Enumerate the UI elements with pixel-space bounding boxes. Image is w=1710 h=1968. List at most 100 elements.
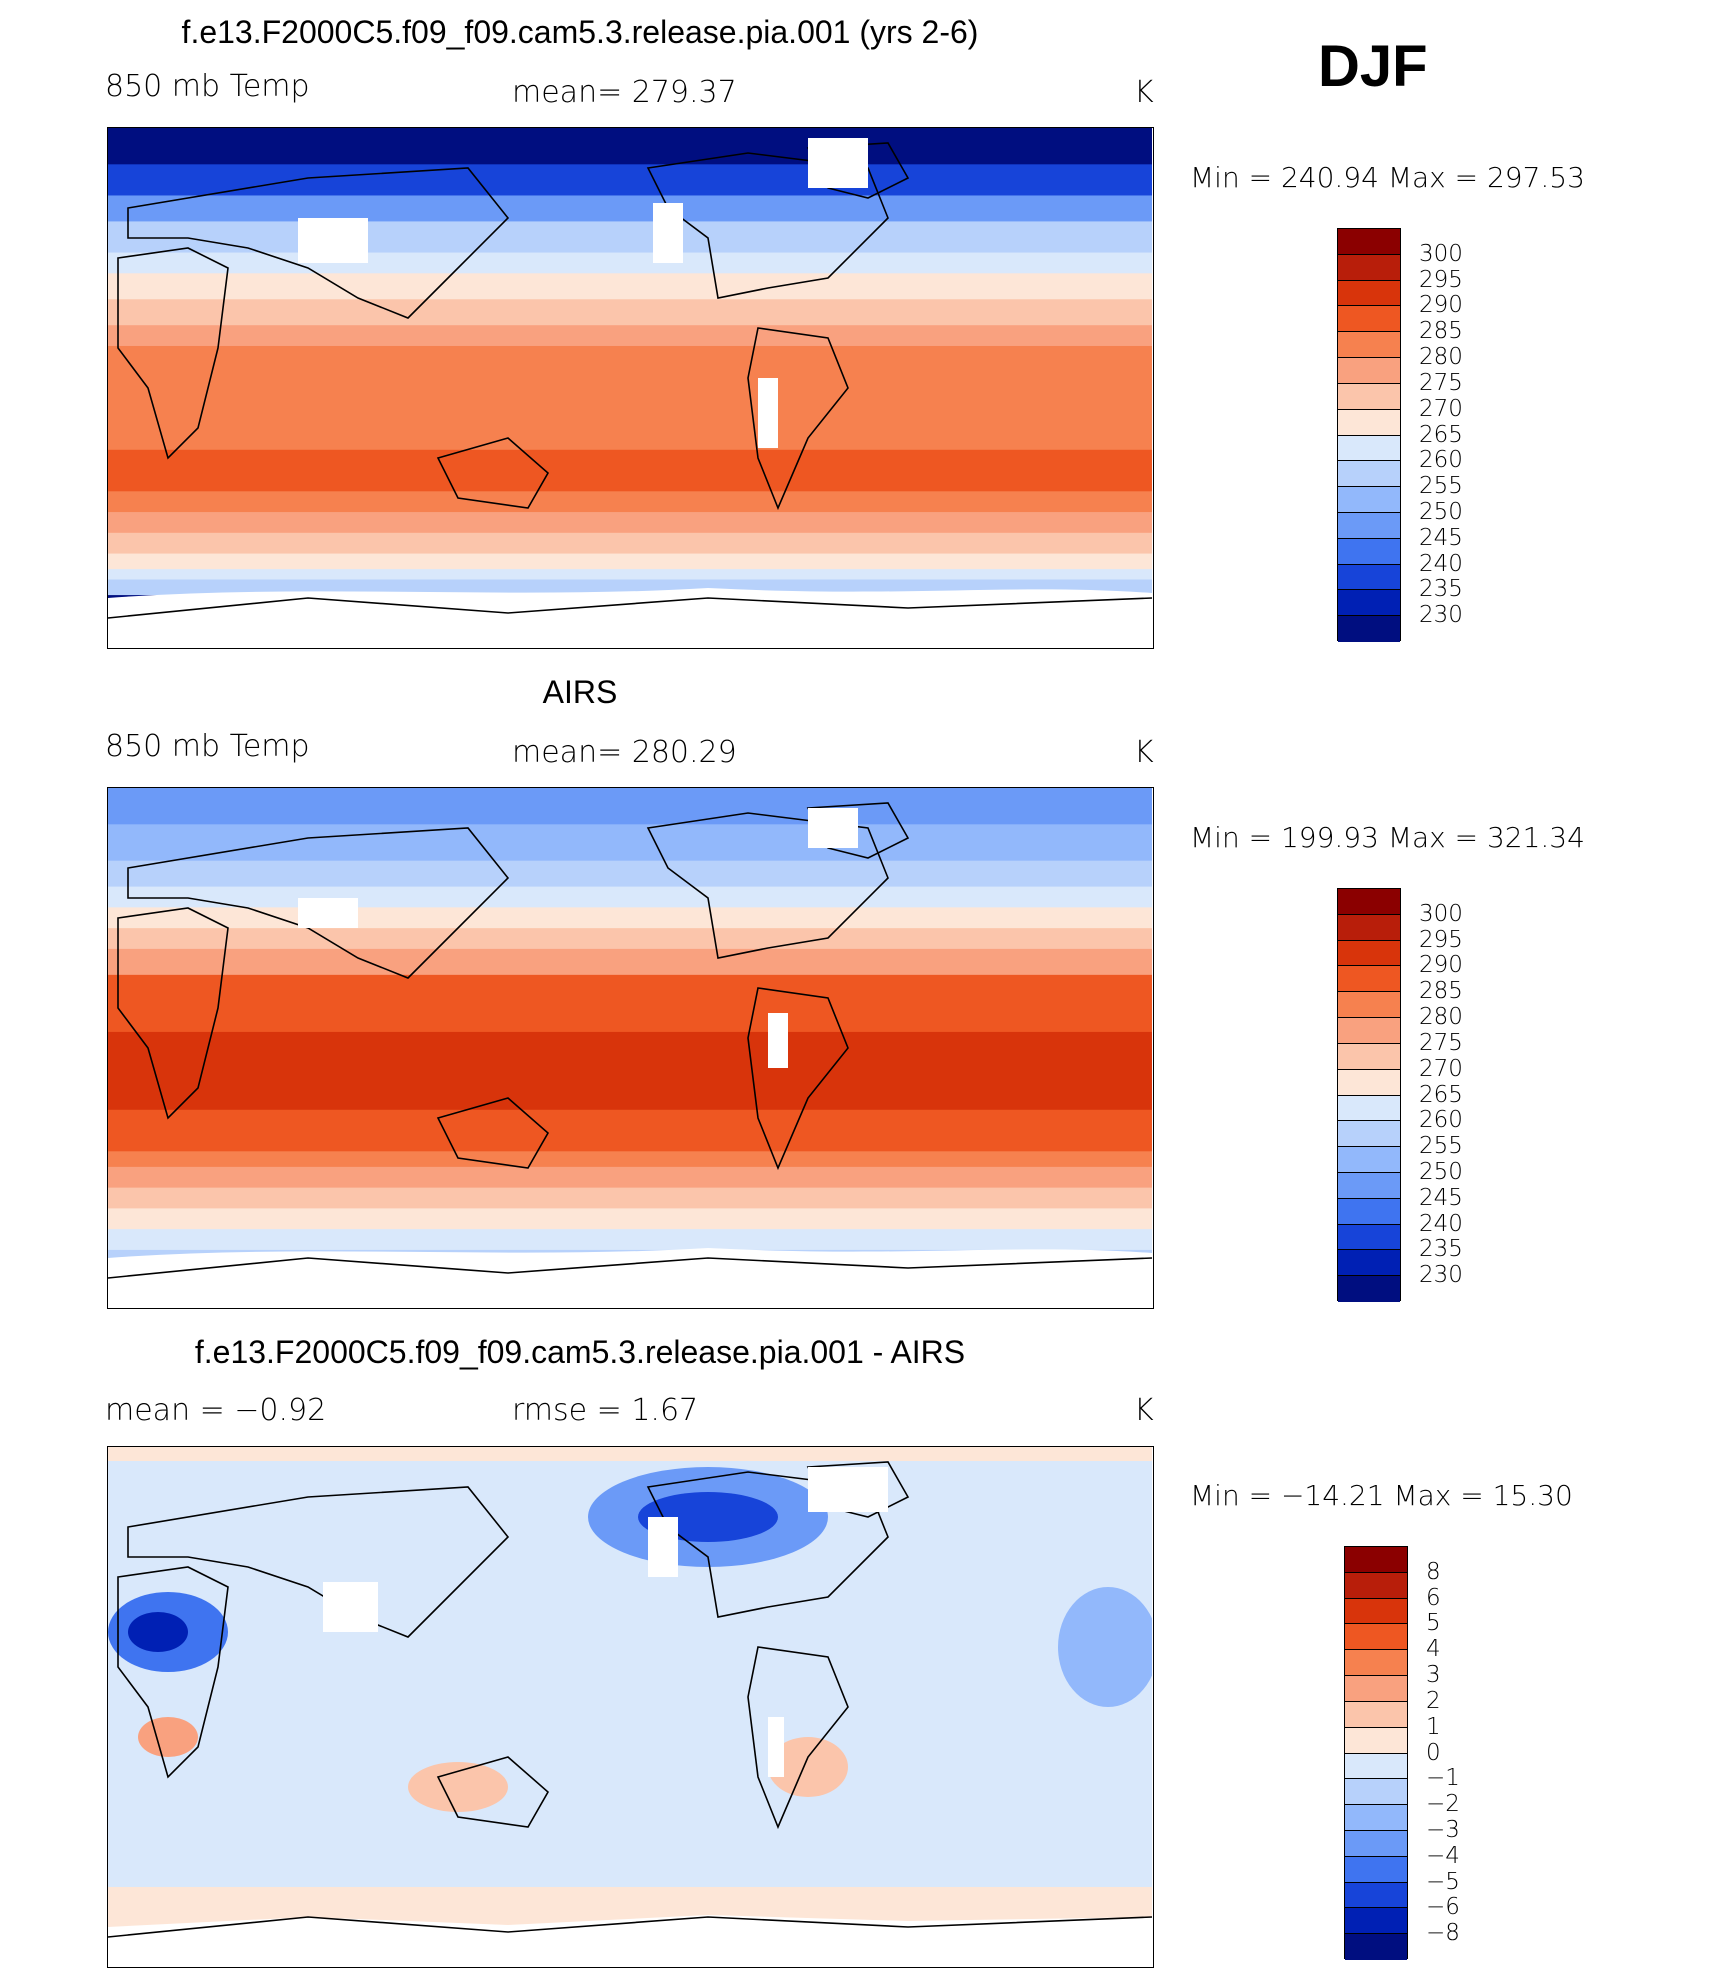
colorbar-tick-label: 280 <box>1419 1004 1463 1031</box>
colorbar-swatch <box>1338 229 1400 255</box>
colorbar-tick-label: 230 <box>1419 1262 1463 1289</box>
colorbar-tick-label: 265 <box>1419 1081 1463 1108</box>
colorbar-swatch <box>1338 1121 1400 1148</box>
colorbar-tick-label: 245 <box>1419 524 1463 551</box>
panel-obs-mean-label: mean= 280.29 <box>512 735 737 770</box>
colorbar-tick-label: 290 <box>1419 952 1463 979</box>
colorbar-swatch <box>1345 1727 1407 1754</box>
panel-diff-mean-label: mean = −0.92 <box>105 1393 327 1428</box>
colorbar-tick-label: 8 <box>1426 1558 1441 1585</box>
colorbar-tick-label: 235 <box>1419 576 1463 603</box>
colorbar-tick-label: −5 <box>1426 1868 1460 1895</box>
panel-obs-variable-label: 850 mb Temp <box>105 729 310 764</box>
colorbar-swatch <box>1338 889 1400 915</box>
colorbar-tick-label: 300 <box>1419 240 1463 267</box>
colorbar-swatch <box>1338 992 1400 1019</box>
colorbar-tick-label: 300 <box>1419 900 1463 927</box>
panel-obs-units-label: K <box>1134 735 1154 770</box>
colorbar-tick-label: 240 <box>1419 1210 1463 1237</box>
panel-diff-colorbar <box>1344 1546 1408 1960</box>
colorbar-swatch <box>1338 1147 1400 1173</box>
panel-diff-units-label: K <box>1134 1393 1154 1428</box>
colorbar-tick-label: 260 <box>1419 1107 1463 1134</box>
colorbar-tick-label: 255 <box>1419 1133 1463 1160</box>
colorbar-swatch <box>1345 1856 1407 1883</box>
panel-obs-title: AIRS <box>542 674 618 710</box>
colorbar-tick-label: 275 <box>1419 1029 1463 1056</box>
panel-model-field <box>108 128 1152 647</box>
panel-model-map <box>107 127 1154 649</box>
panel-obs-field <box>108 788 1152 1307</box>
colorbar-swatch <box>1338 409 1400 436</box>
colorbar-tick-label: −4 <box>1426 1842 1460 1869</box>
colorbar-swatch <box>1338 512 1400 539</box>
colorbar-swatch <box>1345 1908 1407 1935</box>
colorbar-swatch <box>1345 1701 1407 1728</box>
panel-obs-colorbar <box>1337 888 1401 1302</box>
colorbar-tick-label: 240 <box>1419 550 1463 577</box>
colorbar-swatch <box>1345 1779 1407 1806</box>
colorbar-swatch <box>1338 306 1400 333</box>
colorbar-swatch <box>1345 1624 1407 1651</box>
colorbar-tick-label: 1 <box>1426 1713 1441 1740</box>
colorbar-swatch <box>1338 383 1400 410</box>
colorbar-tick-label: 285 <box>1419 978 1463 1005</box>
colorbar-swatch <box>1345 1598 1407 1625</box>
colorbar-tick-label: 5 <box>1426 1610 1441 1637</box>
colorbar-tick-label: 3 <box>1426 1662 1441 1689</box>
colorbar-swatch <box>1338 1172 1400 1199</box>
colorbar-swatch <box>1338 1018 1400 1044</box>
colorbar-swatch <box>1338 966 1400 993</box>
colorbar-swatch <box>1338 1276 1400 1302</box>
colorbar-swatch <box>1338 1224 1400 1251</box>
colorbar-tick-label: 270 <box>1419 395 1463 422</box>
panel-diff-rmse-label: rmse = 1.67 <box>512 1393 699 1428</box>
colorbar-swatch <box>1338 461 1400 488</box>
colorbar-tick-label: 2 <box>1426 1687 1441 1714</box>
colorbar-tick-label: 280 <box>1419 344 1463 371</box>
panel-model-minmax: Min = 240.94 Max = 297.53 <box>1190 161 1585 194</box>
colorbar-tick-label: −3 <box>1426 1816 1460 1843</box>
colorbar-swatch <box>1338 1095 1400 1122</box>
colorbar-swatch <box>1338 1069 1400 1096</box>
panel-obs-minmax: Min = 199.93 Max = 321.34 <box>1190 821 1585 854</box>
colorbar-swatch <box>1338 940 1400 967</box>
colorbar-tick-label: 285 <box>1419 318 1463 345</box>
colorbar-tick-label: 295 <box>1419 926 1463 953</box>
colorbar-swatch <box>1338 435 1400 462</box>
colorbar-tick-label: 255 <box>1419 473 1463 500</box>
panel-obs-map <box>107 787 1154 1309</box>
colorbar-tick-label: 245 <box>1419 1184 1463 1211</box>
colorbar-swatch <box>1345 1676 1407 1702</box>
panel-diff-map <box>107 1446 1154 1968</box>
colorbar-swatch <box>1338 358 1400 384</box>
colorbar-swatch <box>1338 590 1400 617</box>
colorbar-tick-label: 6 <box>1426 1584 1441 1611</box>
colorbar-tick-label: 250 <box>1419 1158 1463 1185</box>
colorbar-swatch <box>1338 1250 1400 1277</box>
colorbar-tick-label: 265 <box>1419 421 1463 448</box>
colorbar-tick-label: 235 <box>1419 1236 1463 1263</box>
colorbar-tick-label: −2 <box>1426 1791 1460 1818</box>
colorbar-swatch <box>1338 564 1400 591</box>
colorbar-swatch <box>1338 280 1400 307</box>
colorbar-tick-label: 230 <box>1419 602 1463 629</box>
colorbar-tick-label: −8 <box>1426 1920 1460 1947</box>
colorbar-swatch <box>1338 332 1400 359</box>
colorbar-tick-label: 250 <box>1419 498 1463 525</box>
colorbar-swatch <box>1345 1934 1407 1960</box>
panel-diff-title: f.e13.F2000C5.f09_f09.cam5.3.release.pia… <box>194 1334 966 1370</box>
colorbar-swatch <box>1338 1198 1400 1225</box>
colorbar-swatch <box>1338 254 1400 281</box>
colorbar-tick-label: 260 <box>1419 447 1463 474</box>
colorbar-swatch <box>1345 1572 1407 1599</box>
colorbar-swatch <box>1345 1805 1407 1831</box>
colorbar-swatch <box>1345 1753 1407 1780</box>
colorbar-swatch <box>1338 487 1400 513</box>
colorbar-swatch <box>1345 1547 1407 1573</box>
panel-model-title: f.e13.F2000C5.f09_f09.cam5.3.release.pia… <box>181 14 979 50</box>
colorbar-tick-label: 290 <box>1419 292 1463 319</box>
colorbar-tick-label: 4 <box>1426 1636 1441 1663</box>
panel-model-variable-label: 850 mb Temp <box>105 69 310 104</box>
colorbar-tick-label: 270 <box>1419 1055 1463 1082</box>
